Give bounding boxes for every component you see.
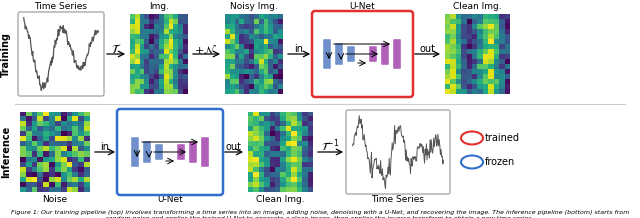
FancyBboxPatch shape xyxy=(369,46,377,62)
Text: Img.: Img. xyxy=(149,2,169,11)
Text: Clean Img.: Clean Img. xyxy=(256,195,304,204)
Text: $+\mathcal{N}$: $+\mathcal{N}$ xyxy=(195,43,218,56)
FancyBboxPatch shape xyxy=(323,39,331,69)
FancyBboxPatch shape xyxy=(312,11,413,97)
Text: Time Series: Time Series xyxy=(371,195,424,204)
Text: in: in xyxy=(294,44,303,54)
FancyBboxPatch shape xyxy=(189,141,197,163)
Text: Noisy Img.: Noisy Img. xyxy=(230,2,278,11)
Text: Noise: Noise xyxy=(42,195,68,204)
Ellipse shape xyxy=(461,155,483,169)
Ellipse shape xyxy=(461,131,483,145)
Text: Figure 1: Our training pipeline (top) involves transforming a time series into a: Figure 1: Our training pipeline (top) in… xyxy=(11,210,629,218)
FancyBboxPatch shape xyxy=(393,39,401,69)
Text: in: in xyxy=(100,142,109,152)
Text: Clean Img.: Clean Img. xyxy=(452,2,501,11)
Text: Time Series: Time Series xyxy=(35,2,88,11)
FancyBboxPatch shape xyxy=(177,144,185,160)
FancyBboxPatch shape xyxy=(347,46,355,62)
Text: U-Net: U-Net xyxy=(349,2,375,11)
FancyBboxPatch shape xyxy=(335,43,343,65)
Text: Inference: Inference xyxy=(1,126,11,178)
FancyBboxPatch shape xyxy=(201,137,209,167)
Text: frozen: frozen xyxy=(485,157,515,167)
FancyBboxPatch shape xyxy=(381,43,389,65)
FancyBboxPatch shape xyxy=(131,137,139,167)
Text: out: out xyxy=(226,142,242,152)
Text: $\mathcal{T}$: $\mathcal{T}$ xyxy=(111,43,122,56)
FancyBboxPatch shape xyxy=(143,141,151,163)
Text: out: out xyxy=(419,44,435,54)
Text: $\mathcal{T}^{-1}$: $\mathcal{T}^{-1}$ xyxy=(321,138,339,154)
Text: U-Net: U-Net xyxy=(157,195,183,204)
FancyBboxPatch shape xyxy=(117,109,223,195)
Text: trained: trained xyxy=(485,133,520,143)
FancyBboxPatch shape xyxy=(155,144,163,160)
Text: Training: Training xyxy=(1,31,11,77)
